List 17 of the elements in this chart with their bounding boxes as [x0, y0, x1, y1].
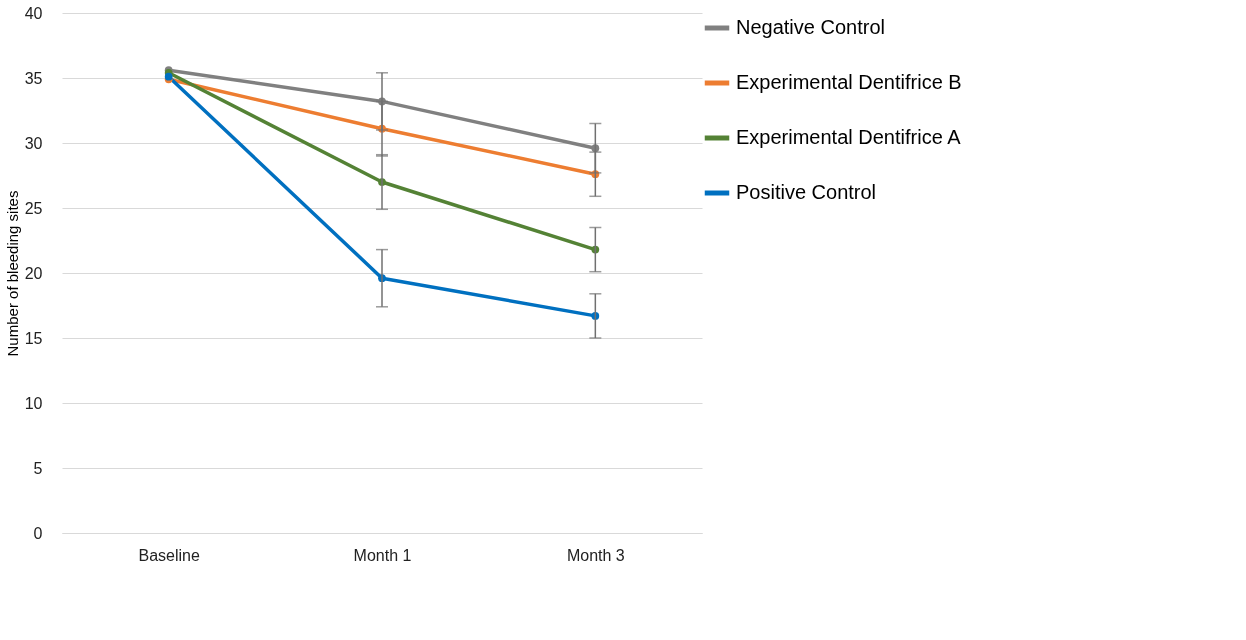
y-tick-label: 0	[33, 524, 43, 542]
legend-label: Positive Control	[736, 181, 877, 203]
y-tick-label: 40	[24, 4, 43, 22]
y-axis-title: Number of bleeding sites	[3, 190, 21, 357]
legend-label: Experimental Dentifrice A	[736, 126, 962, 148]
y-tick-label: 10	[24, 394, 43, 412]
y-tick-label: 35	[24, 69, 43, 87]
legend-label: Negative Control	[736, 16, 885, 38]
y-tick-label: 25	[24, 199, 43, 217]
y-tick-label: 30	[24, 134, 43, 152]
legend-label: Experimental Dentifrice B	[736, 71, 962, 93]
x-tick-label: Baseline	[138, 546, 200, 564]
y-tick-label: 5	[33, 459, 43, 477]
y-tick-label: 15	[24, 329, 43, 347]
x-tick-label: Month 3	[566, 546, 625, 564]
y-tick-label: 20	[24, 264, 43, 282]
x-tick-label: Month 1	[353, 546, 412, 564]
